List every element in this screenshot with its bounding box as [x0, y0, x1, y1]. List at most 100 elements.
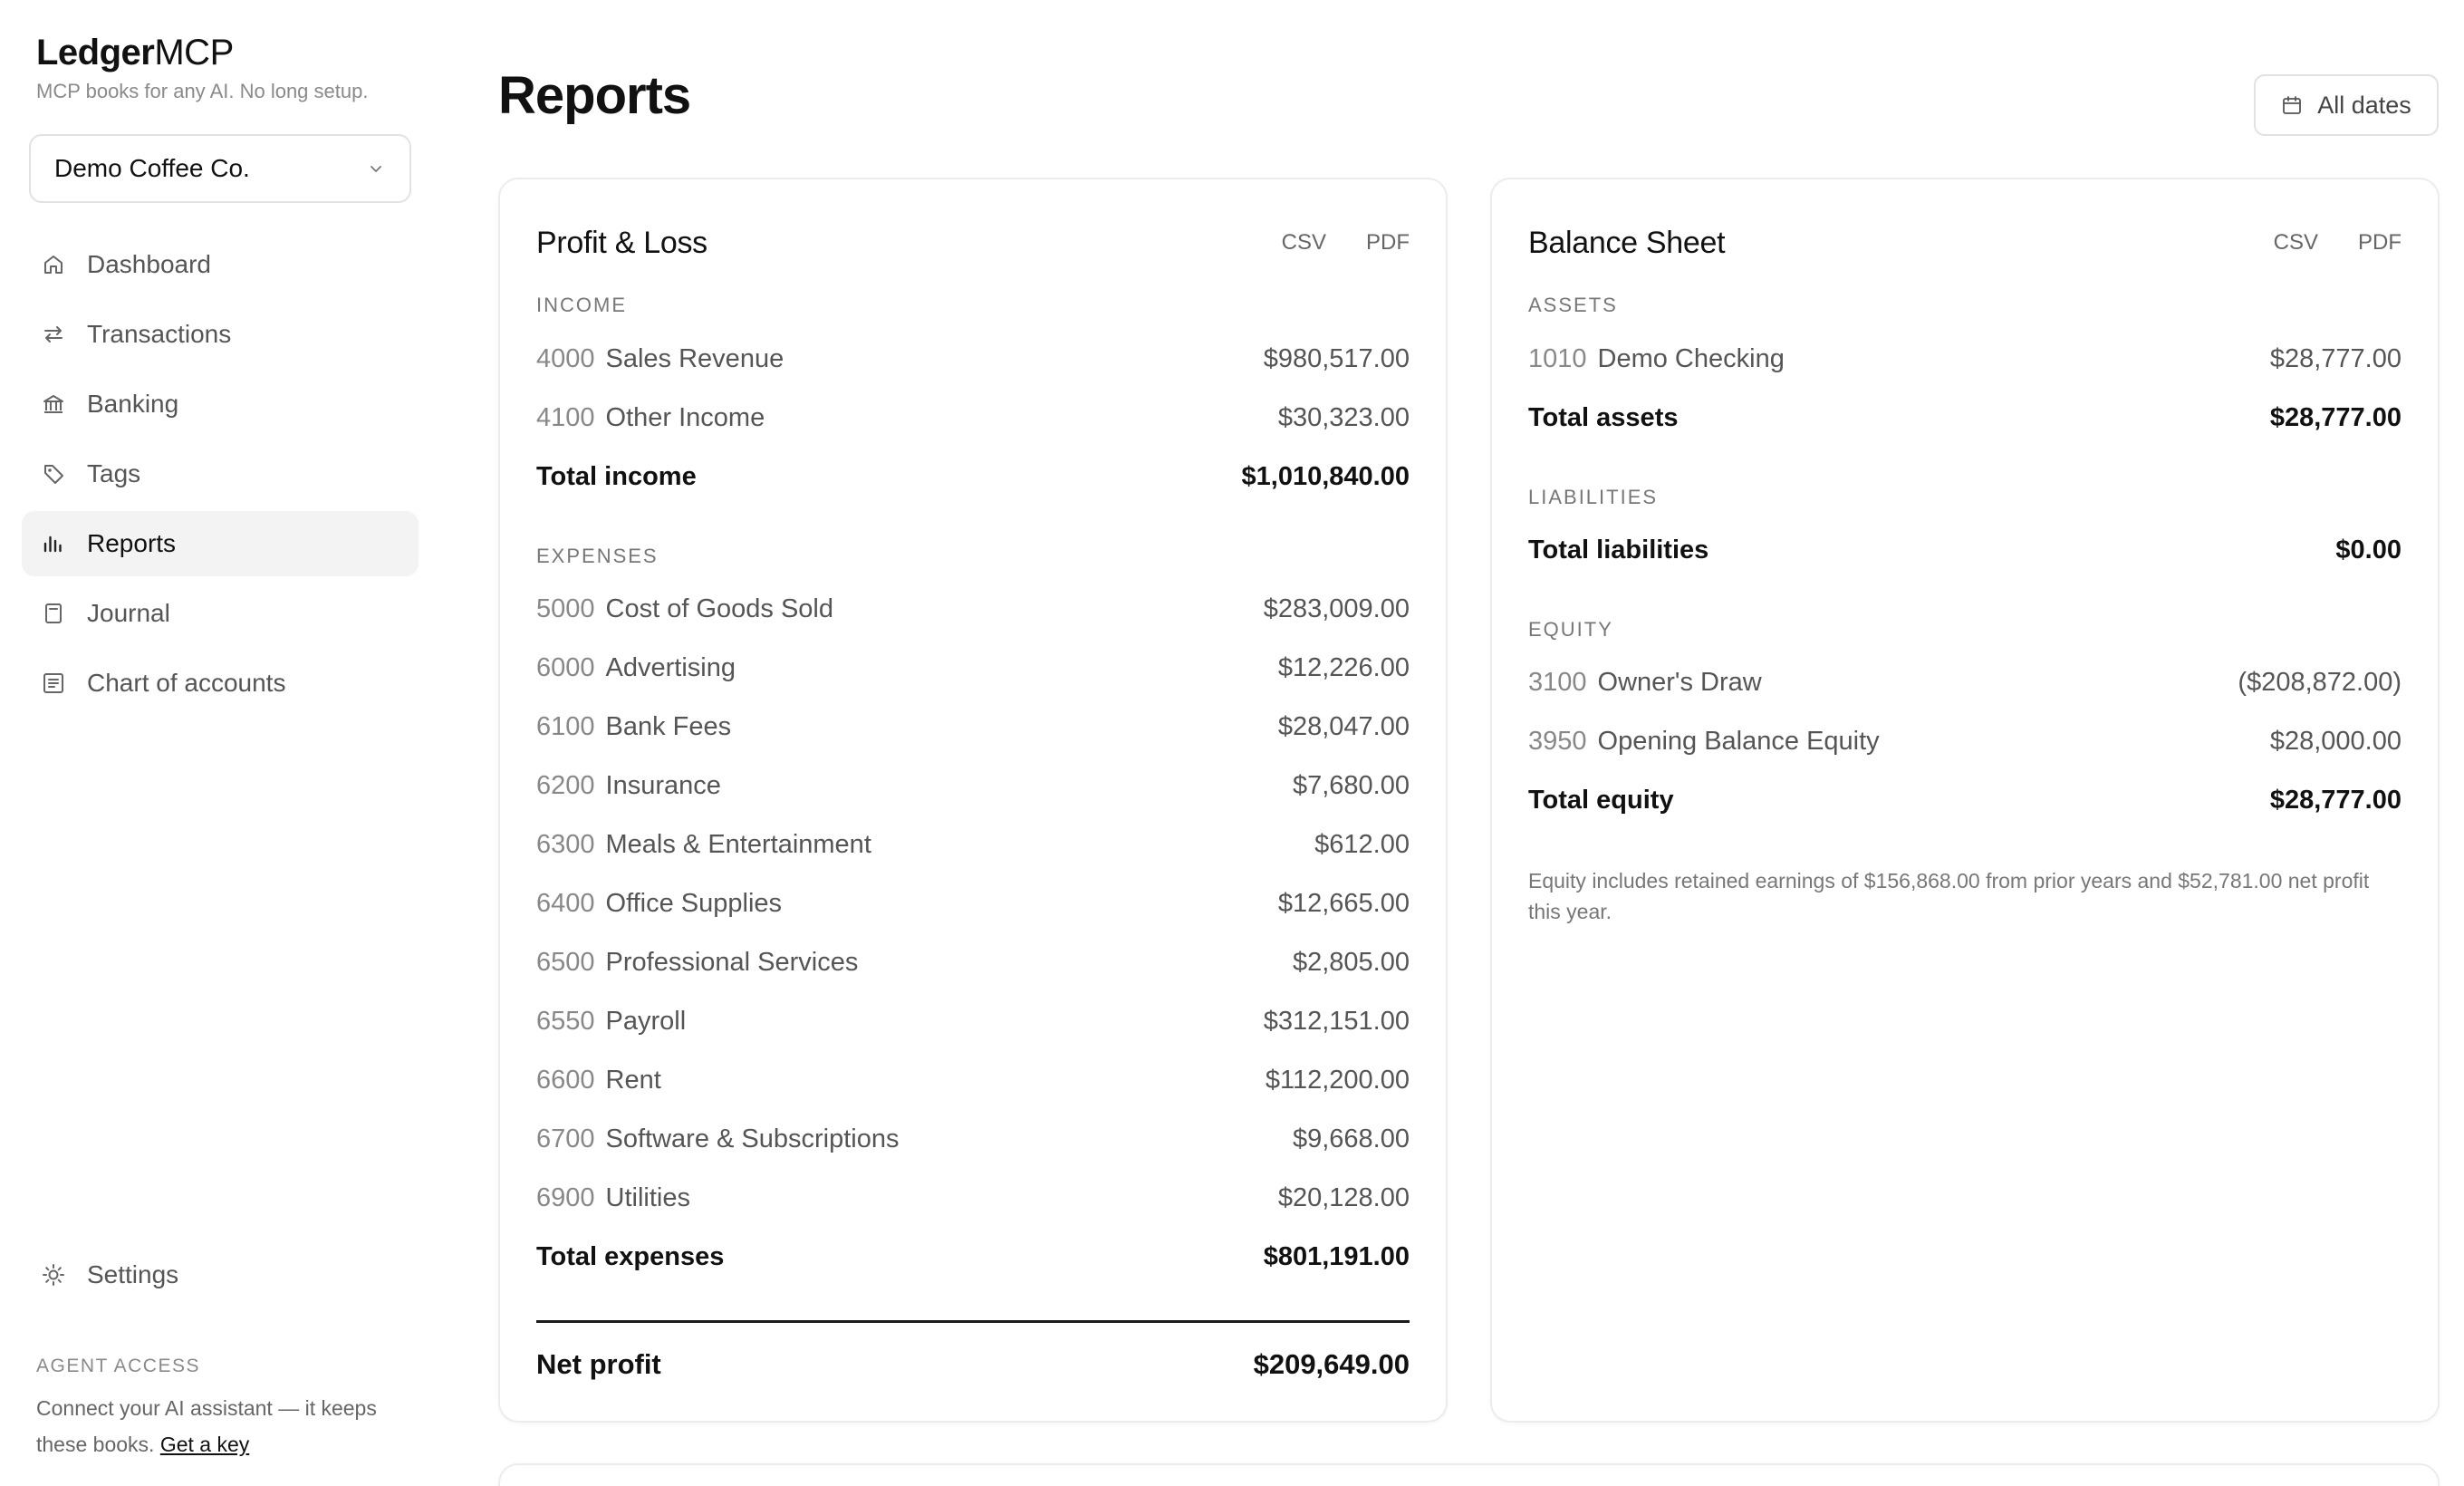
account-name: Other Income — [605, 402, 765, 432]
sidebar-item-label: Reports — [87, 529, 177, 557]
company-name: Demo Coffee Co. — [54, 154, 250, 182]
total-amount: $801,191.00 — [1263, 1241, 1410, 1271]
sidebar-item-dashboard[interactable]: Dashboard — [22, 232, 419, 297]
calendar-icon — [2281, 94, 2303, 116]
logo-ledger: Ledger — [36, 33, 155, 72]
sidebar-item-label: Banking — [87, 390, 179, 418]
sidebar-item-label: Settings — [87, 1260, 179, 1288]
account-name: Utilities — [605, 1182, 690, 1212]
date-filter-button[interactable]: All dates — [2254, 74, 2439, 136]
account-row[interactable]: 4000 Sales Revenue $980,517.00 — [536, 341, 1410, 377]
agent-access-description: Connect your AI assistant — it keeps the… — [36, 1396, 377, 1456]
logo-mcp: MCP — [154, 33, 234, 72]
account-name: Professional Services — [605, 947, 859, 977]
account-row[interactable]: 6550 Payroll $312,151.00 — [536, 1003, 1410, 1039]
total-label: Total expenses — [536, 1241, 725, 1271]
list-icon — [40, 670, 67, 697]
account-code: 5000 — [536, 593, 595, 623]
sidebar-item-settings[interactable]: Settings — [22, 1242, 419, 1307]
net-profit-divider — [536, 1320, 1410, 1323]
account-code: 6700 — [536, 1124, 595, 1153]
account-code: 6000 — [536, 652, 595, 682]
account-row[interactable]: 6600 Rent $112,200.00 — [536, 1062, 1410, 1098]
app-logo[interactable]: LedgerMCP — [36, 29, 234, 76]
assets-heading: ASSETS — [1528, 294, 1618, 316]
profit-loss-header: Profit & Loss CSV PDF — [536, 221, 1410, 265]
sidebar-item-banking[interactable]: Banking — [22, 372, 419, 437]
account-name: Owner's Draw — [1597, 667, 1762, 697]
total-assets-row: Total assets $28,777.00 — [1528, 400, 2401, 436]
balance-sheet-card: Balance Sheet CSV PDF ASSETS 1010 Demo C… — [1490, 178, 2440, 1423]
account-name: Software & Subscriptions — [605, 1124, 900, 1153]
account-name: Office Supplies — [605, 888, 783, 918]
sidebar-item-label: Transactions — [87, 320, 232, 348]
equity-heading: EQUITY — [1528, 618, 1613, 641]
account-row[interactable]: 6400 Office Supplies $12,665.00 — [536, 885, 1410, 922]
account-code: 4000 — [536, 343, 595, 373]
company-selector[interactable]: Demo Coffee Co. — [29, 134, 411, 203]
account-name: Payroll — [605, 1006, 687, 1036]
total-amount: $1,010,840.00 — [1241, 461, 1410, 491]
account-code: 3100 — [1528, 667, 1587, 697]
account-amount: $283,009.00 — [1263, 593, 1410, 623]
account-row[interactable]: 6900 Utilities $20,128.00 — [536, 1180, 1410, 1216]
account-amount: $980,517.00 — [1263, 343, 1410, 373]
account-amount: $20,128.00 — [1277, 1182, 1410, 1212]
total-amount: $28,777.00 — [2269, 402, 2401, 432]
account-row[interactable]: 4100 Other Income $30,323.00 — [536, 400, 1410, 436]
account-code: 6900 — [536, 1182, 595, 1212]
balance-sheet-title: Balance Sheet — [1528, 225, 1726, 260]
account-row[interactable]: 6100 Bank Fees $28,047.00 — [536, 709, 1410, 745]
tag-icon — [40, 460, 67, 487]
pdf-export-button[interactable]: PDF — [2358, 230, 2401, 255]
profit-loss-title: Profit & Loss — [536, 225, 707, 260]
expenses-heading: EXPENSES — [536, 545, 659, 567]
account-row[interactable]: 6000 Advertising $12,226.00 — [536, 650, 1410, 686]
account-amount: $9,668.00 — [1292, 1124, 1410, 1153]
account-row[interactable]: 5000 Cost of Goods Sold $283,009.00 — [536, 591, 1410, 627]
sidebar-item-label: Dashboard — [87, 250, 211, 278]
chevron-down-icon — [366, 159, 386, 179]
account-row[interactable]: 3950 Opening Balance Equity $28,000.00 — [1528, 723, 2401, 759]
tagline: MCP books for any AI. No long setup. — [36, 80, 369, 102]
sidebar-item-label: Tags — [87, 459, 141, 487]
get-key-link[interactable]: Get a key — [159, 1433, 250, 1456]
account-row[interactable]: 3100 Owner's Draw ($208,872.00) — [1528, 664, 2401, 700]
account-code: 6550 — [536, 1006, 595, 1036]
sidebar-item-label: Journal — [87, 599, 170, 627]
pdf-export-button[interactable]: PDF — [1366, 230, 1410, 255]
sidebar-item-label: Chart of accounts — [87, 669, 286, 697]
account-name: Cost of Goods Sold — [605, 593, 833, 623]
account-code: 1010 — [1528, 343, 1587, 373]
account-code: 6200 — [536, 770, 595, 800]
account-row[interactable]: 6500 Professional Services $2,805.00 — [536, 944, 1410, 980]
account-code: 6500 — [536, 947, 595, 977]
account-amount: $30,323.00 — [1277, 402, 1410, 432]
account-row[interactable]: 6200 Insurance $7,680.00 — [536, 767, 1410, 804]
account-row[interactable]: 6700 Software & Subscriptions $9,668.00 — [536, 1121, 1410, 1157]
bar-chart-icon — [40, 530, 67, 557]
account-code: 6400 — [536, 888, 595, 918]
profit-loss-card: Profit & Loss CSV PDF INCOME 4000 Sales … — [498, 178, 1448, 1423]
sidebar-item-reports[interactable]: Reports — [22, 511, 419, 576]
csv-export-button[interactable]: CSV — [2273, 230, 2318, 255]
account-row[interactable]: 6300 Meals & Entertainment $612.00 — [536, 826, 1410, 863]
net-profit-row: Net profit $209,649.00 — [536, 1346, 1410, 1383]
total-label: Total equity — [1528, 785, 1674, 815]
account-name: Advertising — [605, 652, 736, 682]
sidebar-item-tags[interactable]: Tags — [22, 441, 419, 507]
account-code: 3950 — [1528, 726, 1587, 756]
balance-sheet-header: Balance Sheet CSV PDF — [1528, 221, 2401, 265]
additional-report-card — [498, 1463, 2440, 1486]
sidebar-item-transactions[interactable]: Transactions — [22, 302, 419, 367]
csv-export-button[interactable]: CSV — [1281, 230, 1326, 255]
transfer-arrows-icon — [40, 321, 67, 348]
account-row[interactable]: 1010 Demo Checking $28,777.00 — [1528, 341, 2401, 377]
account-code: 6600 — [536, 1065, 595, 1095]
sidebar-item-chart-of-accounts[interactable]: Chart of accounts — [22, 651, 419, 716]
sidebar-item-journal[interactable]: Journal — [22, 581, 419, 646]
account-amount: ($208,872.00) — [2238, 667, 2401, 697]
total-label: Total liabilities — [1528, 535, 1709, 564]
net-profit-label: Net profit — [536, 1348, 661, 1380]
